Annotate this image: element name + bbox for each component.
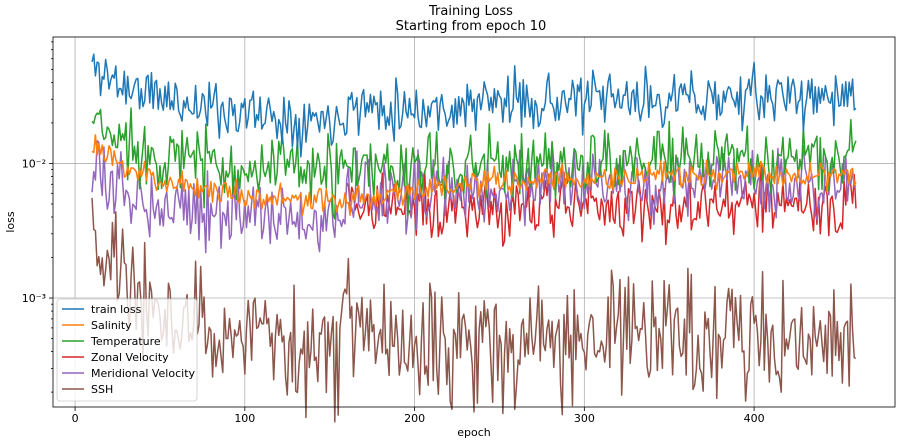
legend-label: train loss: [91, 303, 142, 316]
legend-label: Zonal Velocity: [91, 351, 169, 364]
x-tick-label: 300: [574, 412, 595, 425]
chart-subtitle: Starting from epoch 10: [396, 19, 547, 34]
plot-frame: [52, 36, 896, 408]
series-line-meridional-velocity: [91, 140, 857, 254]
legend-label: Salinity: [91, 319, 132, 332]
legend-label: Temperature: [90, 335, 161, 348]
legend-label: Meridional Velocity: [91, 367, 196, 380]
x-tick-label: 400: [744, 412, 765, 425]
series-group: [91, 53, 857, 423]
x-tick-label: 0: [72, 412, 79, 425]
chart-title: Training Loss: [428, 4, 513, 19]
legend-box: [56, 298, 198, 402]
x-axis-label: epoch: [457, 426, 491, 439]
y-axis-label: loss: [4, 211, 17, 233]
x-tick-label: 200: [404, 412, 425, 425]
series-line-ssh: [91, 197, 857, 423]
y-tick-label: 10⁻²: [22, 157, 46, 170]
series-line-train-loss: [91, 53, 857, 158]
legend-label: SSH: [91, 383, 113, 396]
x-tick-label: 100: [234, 412, 255, 425]
legend: train loss Salinity Temperature Zonal Veloc…: [56, 298, 198, 402]
y-tick-label: 10⁻³: [22, 292, 46, 305]
axis-ticks: 0 100 200 300 400 10⁻³ 10⁻²: [22, 41, 765, 425]
series-line-salinity: [91, 134, 857, 216]
